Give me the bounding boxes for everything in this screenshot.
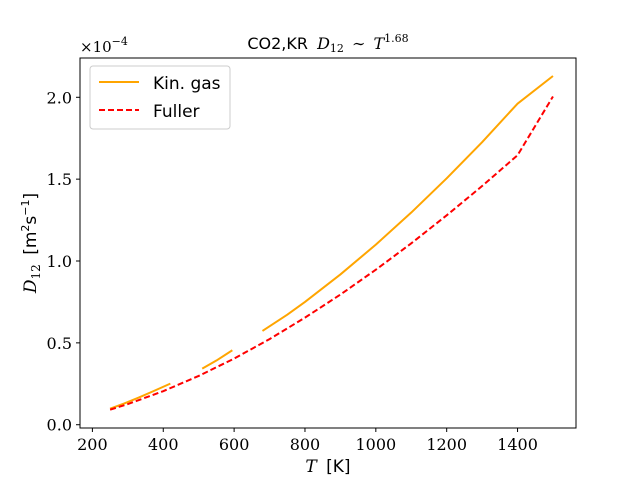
x-tick-label: 1000 (355, 435, 396, 454)
y-tick-label: 1.0 (47, 252, 72, 271)
y-ticks: 0.0 0.5 1.0 1.5 2.0 (47, 88, 80, 435)
y-tick-label: 2.0 (47, 88, 72, 107)
series-line-kin-gas-segment-0 (109, 382, 171, 410)
series-line-kin-gas-segment-2 (261, 75, 554, 332)
axes-frame (79, 57, 577, 429)
x-tick-label: 1400 (497, 435, 538, 454)
x-tick-label: 400 (148, 435, 179, 454)
y-tick-label: 1.5 (47, 170, 72, 189)
x-tick-label: 800 (290, 435, 321, 454)
y-axis-multiplier: ×10−4 (80, 35, 128, 56)
x-tick-label: 1200 (426, 435, 467, 454)
series-line-fuller-segment-0 (109, 95, 554, 411)
y-tick-label: 0.0 (47, 416, 72, 435)
plot-area: 200 400 600 800 1000 1200 1400 0.0 0.5 1.0 1.5 2.0 (47, 57, 577, 454)
legend: Kin. gas Fuller (89, 65, 231, 130)
legend-label-kin-gas: Kin. gas (153, 74, 221, 94)
x-tick-label: 600 (219, 435, 250, 454)
series-line-kin-gas-segment-1 (201, 349, 233, 370)
x-ticks: 200 400 600 800 1000 1200 1400 (77, 428, 538, 454)
y-tick-label: 0.5 (47, 334, 72, 353)
chart-title: CO2,KR D12 ∼ T1.68 (247, 32, 408, 56)
legend-label-fuller: Fuller (153, 102, 200, 122)
x-tick-label: 200 (77, 435, 108, 454)
x-axis-label: T [K] (305, 457, 350, 477)
y-axis-label: D12 [m2s−1] (19, 193, 45, 294)
series-layer (109, 75, 554, 411)
